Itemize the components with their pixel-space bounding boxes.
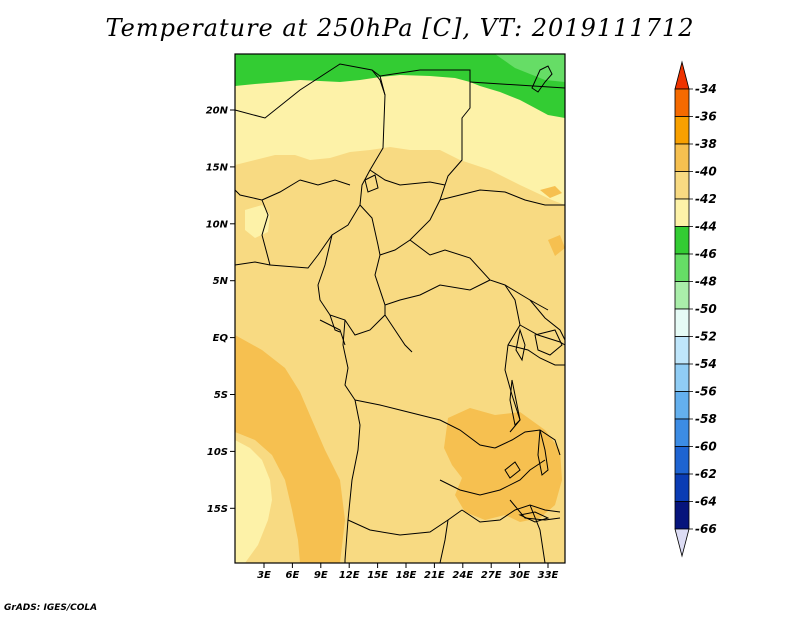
colorbar-label: -54: [695, 357, 717, 371]
lat-tick-label: 15S: [207, 504, 228, 515]
region-minus38-east-spot: [540, 186, 562, 198]
longitude-axis: 3E 6E 9E 12E 15E 18E 21E 24E 27E 30E 33E: [257, 563, 559, 581]
colorbar-swatch: [674, 446, 690, 475]
grads-credit: GrADS: IGES/COLA: [4, 603, 98, 613]
lon-tick-label: 21E: [424, 570, 445, 581]
colorbar-label: -34: [695, 82, 717, 96]
lon-tick-label: 6E: [286, 570, 300, 581]
lake-victoria: [534, 329, 563, 356]
colorbar-swatch: [674, 391, 690, 420]
region-minus38-southwest-coast: [235, 335, 345, 563]
lon-tick-label: 15E: [367, 570, 388, 581]
colorbar-label: -36: [695, 110, 717, 124]
colorbar-swatch: [674, 116, 690, 145]
lat-tick-label: 10N: [206, 219, 229, 230]
lon-tick-label: 33E: [538, 570, 559, 581]
colorbar-label: -60: [695, 440, 717, 454]
colorbar-swatch: [674, 281, 690, 310]
colorbar-swatch: [674, 363, 690, 392]
colorbar-swatch: [674, 226, 690, 255]
region-minus42-north: [235, 54, 565, 205]
colorbar-label: -64: [695, 495, 717, 509]
colorbar-bottom-arrow: [674, 528, 690, 558]
lat-tick-label: 5S: [214, 390, 228, 401]
lon-tick-label: 3E: [257, 570, 271, 581]
colorbar-swatch: [674, 418, 690, 447]
region-minus46-northeast: [495, 54, 565, 82]
colorbar-swatch: [674, 88, 690, 117]
map-panel: [234, 53, 566, 564]
lat-tick-label: 10S: [207, 447, 228, 458]
colorbar-label: -38: [695, 137, 717, 151]
region-minus42-southwest: [235, 440, 272, 563]
colorbar: -34 -36 -38 -40 -42 -44 -46 -48 -50 -52 -54 -56 -58 -…: [674, 60, 717, 558]
lat-tick-label: 15N: [206, 162, 229, 173]
lon-tick-label: 24E: [452, 570, 473, 581]
colorbar-label: -46: [695, 247, 717, 261]
colorbar-swatch: [674, 336, 690, 365]
lon-tick-label: 9E: [314, 570, 328, 581]
colorbar-label: -40: [695, 165, 717, 179]
lakes: [364, 65, 563, 523]
lat-tick-label: EQ: [213, 333, 229, 344]
lake-albert: [515, 328, 526, 362]
colorbar-swatch: [674, 198, 690, 227]
latitude-axis: 20N 15N 10N 5N EQ 5S 10S 15S: [206, 106, 235, 515]
colorbar-swatch: [674, 501, 690, 530]
colorbar-label: -66: [695, 522, 717, 536]
lon-tick-label: 18E: [396, 570, 417, 581]
colorbar-swatch: [674, 473, 690, 502]
region-minus44-north-band: [235, 54, 565, 118]
lat-tick-label: 5N: [213, 276, 229, 287]
colorbar-label: -62: [695, 467, 717, 481]
lat-tick-label: 20N: [206, 106, 229, 117]
lake-chad: [364, 174, 379, 193]
colorbar-swatch: [674, 253, 690, 282]
lon-tick-label: 12E: [339, 570, 360, 581]
colorbar-label: -50: [695, 302, 717, 316]
map-frame: [234, 53, 566, 564]
colorbar-swatch: [674, 308, 690, 337]
colorbar-label: -52: [695, 330, 717, 344]
lon-tick-label: 30E: [509, 570, 530, 581]
colorbar-label: -56: [695, 385, 717, 399]
lake-kariba: [518, 511, 550, 523]
region-minus38-northeast-spot: [548, 235, 565, 256]
map-title: Temperature at 250hPa [C], VT: 201911171…: [105, 14, 695, 42]
colorbar-swatch: [674, 171, 690, 200]
lake-nasser: [531, 65, 553, 93]
colorbar-label: -42: [695, 192, 717, 206]
colorbar-label: -58: [695, 412, 717, 426]
colorbar-label: -48: [695, 275, 717, 289]
colorbar-swatch: [674, 143, 690, 172]
lake-malawi: [537, 429, 549, 476]
lake-mweru: [504, 461, 521, 479]
country-borders: [234, 63, 566, 564]
colorbar-label: -44: [695, 220, 717, 234]
colorbar-top-arrow: [674, 60, 690, 90]
lon-tick-label: 27E: [481, 570, 502, 581]
lake-tanganyika: [509, 379, 521, 427]
